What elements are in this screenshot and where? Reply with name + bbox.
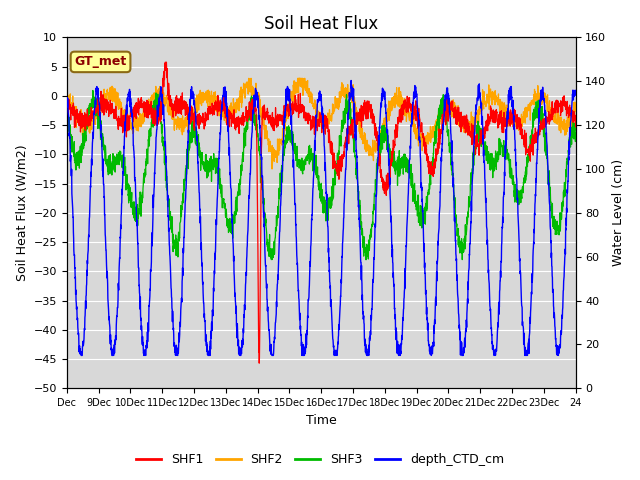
- Y-axis label: Soil Heat Flux (W/m2): Soil Heat Flux (W/m2): [15, 144, 28, 281]
- Text: GT_met: GT_met: [74, 55, 127, 69]
- Y-axis label: Water Level (cm): Water Level (cm): [612, 159, 625, 266]
- Title: Soil Heat Flux: Soil Heat Flux: [264, 15, 378, 33]
- Legend: SHF1, SHF2, SHF3, depth_CTD_cm: SHF1, SHF2, SHF3, depth_CTD_cm: [131, 448, 509, 471]
- X-axis label: Time: Time: [306, 414, 337, 427]
